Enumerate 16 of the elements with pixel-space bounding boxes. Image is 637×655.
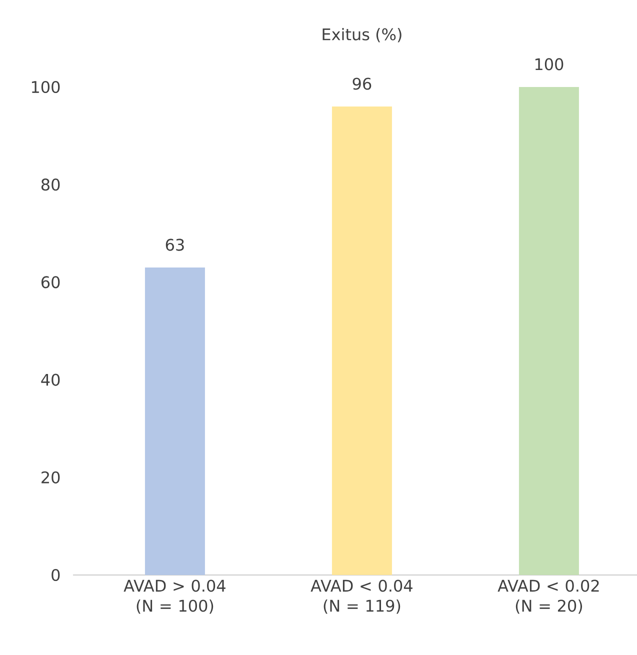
y-tick-label: 40 [41,374,60,386]
x-tick-label: AVAD < 0.02 (N = 20) [498,580,599,614]
bar [144,268,205,575]
x-tick-label: AVAD > 0.04 (N = 100) [124,580,226,614]
y-tick-label: 80 [41,178,60,191]
y-tick-label: 20 [42,471,60,484]
data-label: 96 [352,78,372,90]
bar [518,86,579,575]
x-tick-label: AVAD < 0.04 (N = 119) [310,580,412,614]
y-tick-label: 60 [42,276,60,288]
y-tick-label: 0 [52,568,60,582]
data-label: 63 [166,238,184,251]
bar [332,106,392,575]
chart-title: Exitus (%) [322,28,402,42]
y-tick-label: 100 [32,80,60,94]
data-label: 100 [535,58,564,70]
